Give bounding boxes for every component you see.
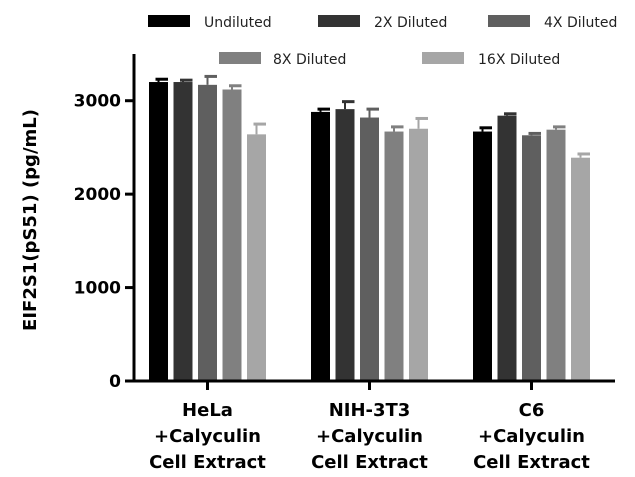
x-tick-label: +Calyculin xyxy=(316,426,423,447)
bar xyxy=(198,84,217,382)
bar xyxy=(571,157,590,381)
x-tick-label: Cell Extract xyxy=(149,452,266,473)
y-tick-label: 2000 xyxy=(74,185,121,205)
y-axis-label: EIF2S1(pS51) (pg/mL) xyxy=(20,109,41,331)
x-axis: HeLa +Calyculin Cell Extract NIH-3T3 +Calycu… xyxy=(133,379,615,473)
bar xyxy=(335,109,355,381)
legend-swatch xyxy=(219,52,261,64)
legend-swatch xyxy=(148,15,190,27)
x-tick-label: +Calyculin xyxy=(154,426,261,447)
legend-label: 4X Diluted xyxy=(544,15,617,31)
bar xyxy=(360,117,379,381)
bar xyxy=(473,131,492,381)
bar xyxy=(222,89,242,381)
bar xyxy=(149,82,168,382)
y-tick-label: 1000 xyxy=(74,279,121,299)
legend-label: 16X Diluted xyxy=(478,52,560,68)
x-tick-label: HeLa xyxy=(182,400,233,421)
x-tick-label: +Calyculin xyxy=(478,426,585,447)
y-axis: 0 1000 2000 3000 xyxy=(74,54,136,392)
x-tick-label: Cell Extract xyxy=(311,452,428,473)
legend-swatch xyxy=(318,15,360,27)
bar xyxy=(384,131,404,381)
bar xyxy=(173,82,193,382)
legend-label: Undiluted xyxy=(204,15,272,31)
legend: Undiluted 2X Diluted 4X Diluted 8X Diluted 1… xyxy=(148,15,617,68)
x-tick-label: Cell Extract xyxy=(473,452,590,473)
bar xyxy=(522,135,541,381)
legend-label: 2X Diluted xyxy=(374,15,447,31)
x-tick-label: C6 xyxy=(519,400,545,421)
bars xyxy=(149,82,590,382)
bar xyxy=(311,111,330,381)
bar xyxy=(409,128,428,381)
bar xyxy=(546,129,566,381)
bar xyxy=(497,115,517,382)
y-tick-label: 0 xyxy=(109,372,121,392)
legend-swatch xyxy=(422,52,464,64)
x-tick-label: NIH-3T3 xyxy=(329,400,411,421)
legend-label: 8X Diluted xyxy=(273,52,346,68)
legend-swatch xyxy=(488,15,530,27)
y-tick-label: 3000 xyxy=(74,92,121,112)
bar xyxy=(247,134,266,381)
error-bars xyxy=(155,74,590,158)
